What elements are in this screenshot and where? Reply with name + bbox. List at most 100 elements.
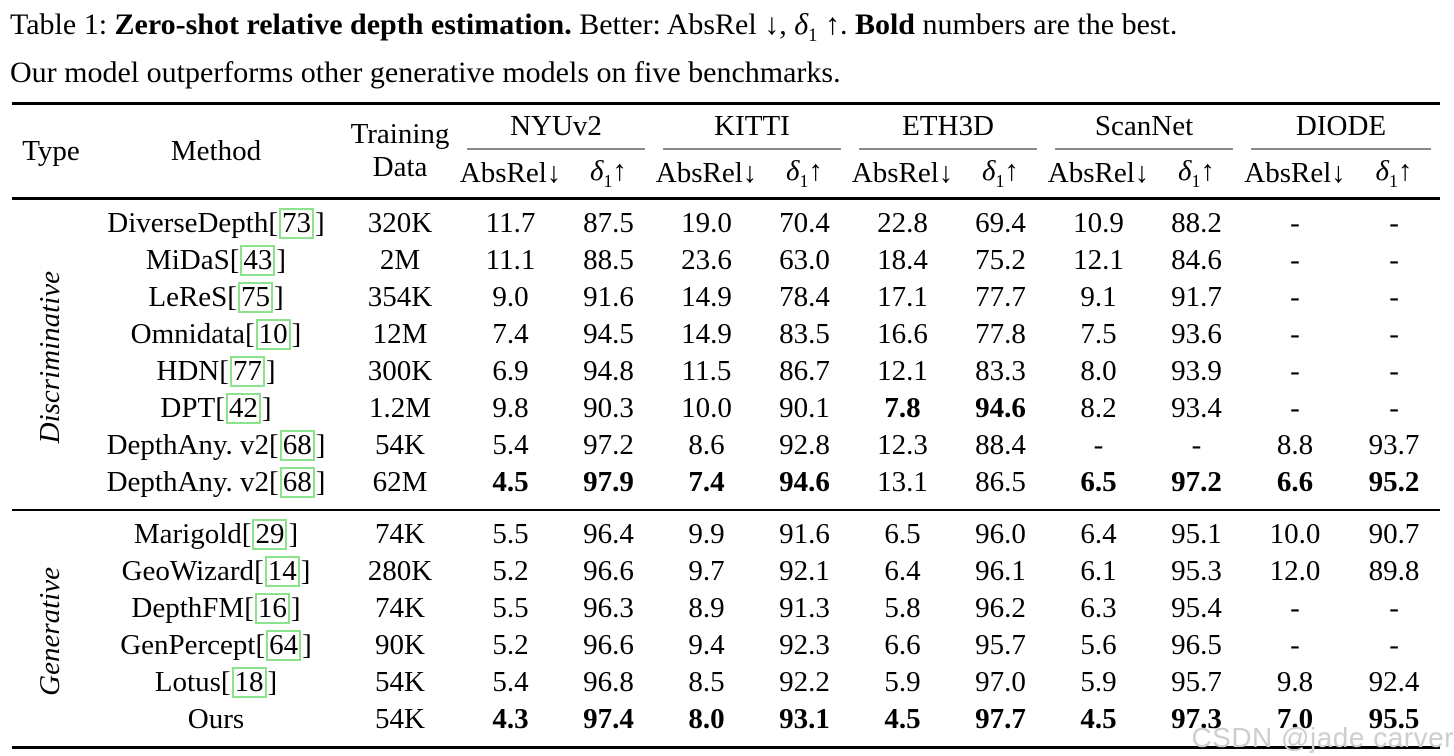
value-cell: 88.2 (1171, 207, 1222, 239)
type-label: Discriminative (34, 270, 67, 444)
value-cell: 7.5 (1080, 318, 1117, 350)
method-cell: GenPercept[64] (120, 629, 312, 661)
value-cell: 69.4 (975, 207, 1026, 239)
value-cell: 97.2 (583, 429, 634, 461)
value-cell: 7.4 (492, 318, 529, 350)
value-cell: 93.1 (779, 703, 830, 735)
delta-subscript: 1 (1389, 170, 1398, 191)
up-arrow-icon: ↑ (612, 155, 627, 188)
citation-link[interactable]: 64 (266, 630, 302, 661)
caption-line-2: Our model outperforms other generative m… (10, 56, 841, 89)
group-header-kitti: KITTI (654, 104, 850, 150)
value-cell: 96.8 (583, 666, 634, 698)
value-cell: 6.3 (1080, 592, 1117, 624)
value-cell: 7.0 (1276, 703, 1314, 735)
value-cell: 6.6 (884, 629, 921, 661)
value-cell: 84.6 (1171, 244, 1222, 276)
value-cell: 6.9 (492, 355, 529, 387)
metric-absrel-header: AbsRel↓ (1047, 157, 1150, 189)
table-row: MiDaS[43] 2M 11.1 88.5 23.6 63.0 18.4 75.2 12.1 8… (12, 242, 1440, 279)
value-cell: 18.4 (877, 244, 928, 276)
value-cell: 4.5 (492, 466, 529, 498)
citation-link[interactable]: 18 (231, 667, 267, 698)
table-row: GeoWizard[14] 280K 5.2 96.6 9.7 92.1 6.4 96.1 6.… (12, 553, 1440, 590)
citation-link[interactable]: 73 (279, 208, 315, 239)
col-header-method: Method (170, 134, 262, 167)
value-cell: 8.5 (688, 666, 725, 698)
table-row: GenPercept[64] 90K 5.2 96.6 9.4 92.3 6.6 95.7 5.… (12, 627, 1440, 664)
up-arrow-icon: ↑ (1398, 155, 1413, 188)
value-cell: 94.6 (779, 466, 830, 498)
value-cell: 11.5 (681, 355, 732, 387)
citation-link[interactable]: 68 (279, 430, 315, 461)
citation-link[interactable]: 14 (264, 556, 300, 587)
table-row: DPT[42] 1.2M 9.8 90.3 10.0 90.1 7.8 94.6 8.2 93.4… (12, 390, 1440, 427)
training-data-cell: 54K (375, 429, 425, 461)
training-data-cell: 280K (367, 555, 433, 587)
value-cell: 93.9 (1171, 355, 1222, 387)
value-cell: 9.1 (1080, 281, 1117, 313)
value-cell: 91.6 (779, 518, 830, 550)
table-row: HDN[77] 300K 6.9 94.8 11.5 86.7 12.1 83.3 8.0 93.… (12, 353, 1440, 390)
group-header-scannet: ScanNet (1046, 104, 1242, 150)
method-cell: LeReS[75] (148, 281, 284, 313)
value-cell: 86.7 (779, 355, 830, 387)
citation-link[interactable]: 68 (279, 467, 315, 498)
metric-delta1-header: δ1↑ (759, 150, 850, 199)
value-cell: 11.1 (485, 244, 536, 276)
value-cell: 5.9 (1080, 666, 1117, 698)
value-cell: 5.5 (492, 592, 529, 624)
value-cell: - (1290, 629, 1300, 661)
caption-delta-sub: 1 (808, 25, 818, 46)
table-row: LeReS[75] 354K 9.0 91.6 14.9 78.4 17.1 77.7 9.1 9… (12, 279, 1440, 316)
value-cell: 14.9 (681, 281, 732, 313)
value-cell: 89.8 (1368, 555, 1420, 587)
citation-link[interactable]: 43 (240, 245, 276, 276)
training-data-cell: 12M (372, 318, 428, 350)
citation-link[interactable]: 75 (237, 282, 273, 313)
value-cell: 95.5 (1368, 703, 1420, 735)
training-data-cell: 300K (367, 355, 433, 387)
watermark: CSDN @jade carver (1191, 722, 1454, 753)
method-cell: Ours (187, 703, 245, 735)
training-data-cell: 62M (372, 466, 428, 498)
value-cell: 8.8 (1276, 429, 1314, 461)
metric-delta1-header: δ1↑ (563, 150, 654, 199)
value-cell: 9.8 (492, 392, 529, 424)
value-cell: 8.0 (688, 703, 725, 735)
value-cell: 96.0 (975, 518, 1026, 550)
citation-link[interactable]: 42 (225, 393, 261, 424)
citation-link[interactable]: 77 (229, 356, 265, 387)
value-cell: - (1290, 392, 1300, 424)
group-label: KITTI (663, 105, 841, 150)
citation-link[interactable]: 29 (252, 519, 288, 550)
value-cell: 92.3 (779, 629, 830, 661)
value-cell: 95.7 (1171, 666, 1222, 698)
value-cell: 96.3 (583, 592, 634, 624)
training-data-cell: 54K (375, 703, 425, 735)
value-cell: 90.7 (1368, 518, 1420, 550)
section-discriminative: Discriminative DiverseDepth[73] 320K 11.7 87… (12, 199, 1441, 511)
value-cell: 95.7 (975, 629, 1026, 661)
value-cell: - (1290, 244, 1300, 276)
value-cell: - (1389, 592, 1399, 624)
citation-link[interactable]: 10 (255, 319, 291, 350)
method-cell: DPT[42] (160, 392, 272, 424)
value-cell: 5.4 (492, 429, 529, 461)
value-cell: 77.8 (975, 318, 1026, 350)
value-cell: 77.7 (975, 281, 1026, 313)
value-cell: 95.1 (1171, 518, 1222, 550)
value-cell: 5.9 (884, 666, 921, 698)
table-row: DepthFM[16] 74K 5.5 96.3 8.9 91.3 5.8 96.2 6.3 95… (12, 590, 1440, 627)
value-cell: 86.5 (975, 466, 1026, 498)
value-cell: 90.1 (779, 392, 830, 424)
citation-link[interactable]: 16 (254, 593, 290, 624)
table-row: DepthAny. v2[68] 62M 4.5 97.9 7.4 94.6 13.1 86.… (12, 464, 1440, 510)
value-cell: 5.2 (492, 629, 529, 661)
value-cell: 92.1 (779, 555, 830, 587)
type-cell-discriminative: Discriminative (12, 199, 90, 511)
value-cell: 97.0 (975, 666, 1026, 698)
caption-delta-symbol: δ (794, 8, 809, 41)
value-cell: 22.8 (877, 207, 928, 239)
training-data-cell: 90K (375, 629, 425, 661)
